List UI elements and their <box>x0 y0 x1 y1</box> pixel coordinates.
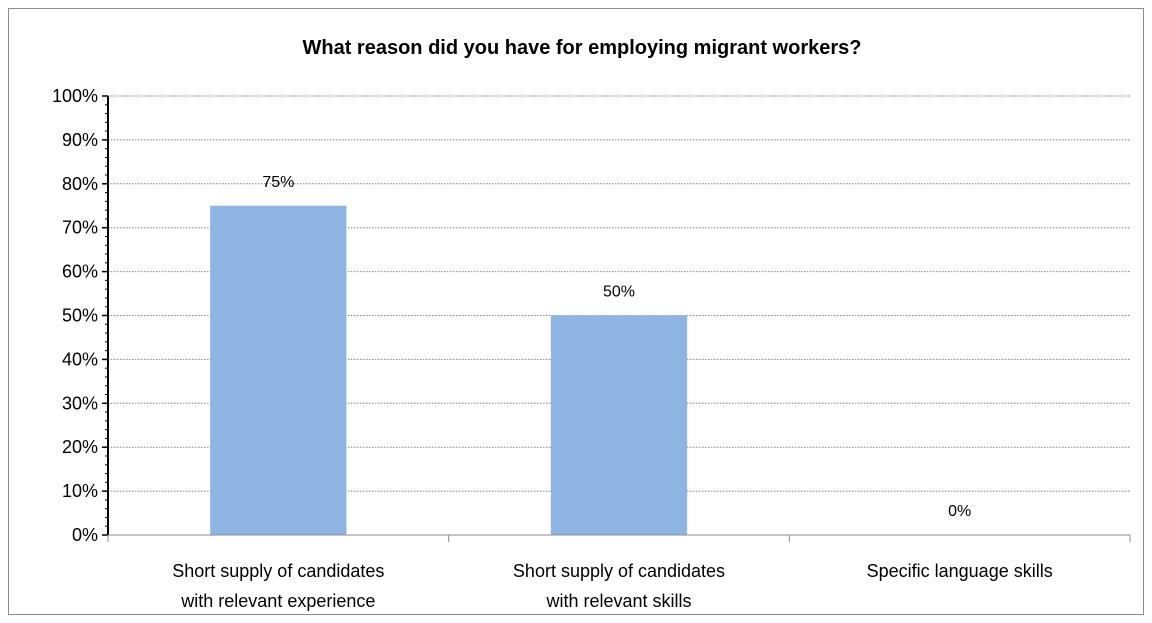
bar <box>550 315 688 535</box>
data-label: 0% <box>948 503 971 520</box>
x-category-label: Short supply of candidates <box>513 561 725 581</box>
y-tick-label: 0% <box>72 525 98 545</box>
y-tick-label: 40% <box>62 349 98 369</box>
y-tick-label: 10% <box>62 481 98 501</box>
y-tick-label: 50% <box>62 306 98 326</box>
y-tick-label: 70% <box>62 218 98 238</box>
x-category-label: with relevant skills <box>545 591 691 611</box>
chart-title: What reason did you have for employing m… <box>303 37 862 59</box>
bars <box>210 205 688 535</box>
x-category-label: Specific language skills <box>867 561 1053 581</box>
y-tick-label: 80% <box>62 174 98 194</box>
y-tick-label: 60% <box>62 262 98 282</box>
data-label: 50% <box>603 284 635 301</box>
y-tick-label: 30% <box>62 393 98 413</box>
y-tick-label: 90% <box>62 130 98 150</box>
y-tick-label: 20% <box>62 437 98 457</box>
y-tick-label: 100% <box>52 86 98 106</box>
data-label: 75% <box>262 174 294 191</box>
labels: 0% 10% 20% 30% 40% 50% 60% 70% 80% 90% 100% 75% Shor… <box>52 86 1053 611</box>
x-category-label: Short supply of candidates <box>172 561 384 581</box>
axes <box>102 95 1131 542</box>
bar <box>210 205 347 535</box>
x-category-label: with relevant experience <box>180 591 375 611</box>
